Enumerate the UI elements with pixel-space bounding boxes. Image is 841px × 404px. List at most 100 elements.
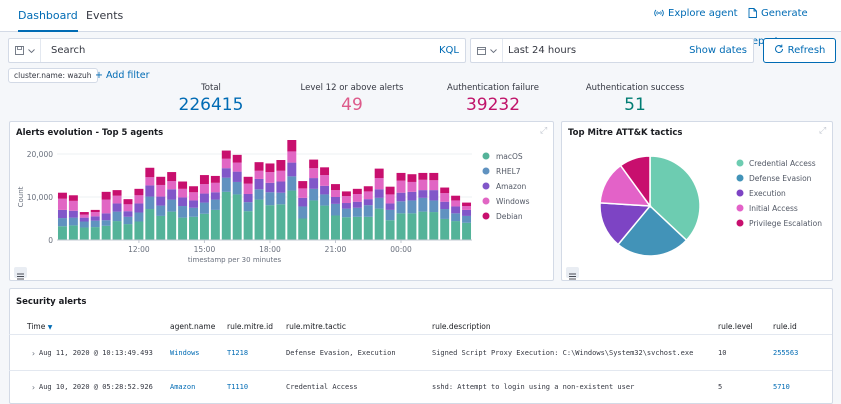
bar-segment-windows[interactable] — [112, 195, 122, 204]
bar-segment-rhel7[interactable] — [112, 211, 122, 222]
bar-segment-amazon[interactable] — [374, 189, 384, 198]
bar-segment-macos[interactable] — [134, 221, 144, 240]
bar-segment-amazon[interactable] — [112, 203, 122, 212]
bar-segment-macos[interactable] — [331, 215, 340, 240]
column-header-mitre-id[interactable]: rule.mitre.id — [227, 322, 274, 331]
metric-value[interactable]: 226415 — [178, 95, 244, 115]
bar-segment-windows[interactable] — [287, 151, 297, 163]
cell-mitre-id[interactable]: T1110 — [227, 383, 249, 391]
bar-segment-macos[interactable] — [287, 190, 297, 240]
bar-segment-windows[interactable] — [123, 204, 133, 212]
bar-segment-windows[interactable] — [309, 168, 319, 179]
legend-label[interactable]: Credential Access — [749, 159, 816, 168]
metric-value[interactable]: 49 — [341, 95, 363, 115]
bar-segment-rhel7[interactable] — [265, 192, 275, 206]
bar-segment-windows[interactable] — [156, 184, 166, 197]
filter-pill[interactable]: cluster.name: wazuh — [8, 68, 98, 83]
bar-segment-debian[interactable] — [90, 209, 100, 213]
bar-segment-macos[interactable] — [462, 222, 472, 240]
bar-segment-debian[interactable] — [101, 191, 111, 200]
legend-label[interactable]: macOS — [496, 152, 523, 161]
bar-segment-amazon[interactable] — [320, 185, 330, 195]
bar-segment-amazon[interactable] — [352, 201, 362, 208]
bar-segment-windows[interactable] — [418, 179, 428, 191]
bar-segment-macos[interactable] — [112, 221, 122, 240]
bar-segment-debian[interactable] — [451, 195, 461, 201]
bar-segment-debian[interactable] — [112, 190, 122, 196]
bar-segment-windows[interactable] — [320, 175, 330, 186]
pie-slice[interactable] — [617, 204, 688, 257]
bar-segment-amazon[interactable] — [363, 199, 373, 206]
bar-segment-debian[interactable] — [123, 199, 133, 205]
bar-segment-macos[interactable] — [210, 209, 220, 240]
list-icon[interactable] — [566, 267, 579, 280]
bar-segment-amazon[interactable] — [254, 178, 264, 190]
bar-segment-amazon[interactable] — [287, 162, 297, 177]
bar-segment-amazon[interactable] — [407, 191, 417, 201]
bar-segment-macos[interactable] — [374, 208, 384, 240]
bar-segment-windows[interactable] — [451, 200, 461, 207]
bar-segment-amazon[interactable] — [68, 210, 78, 218]
bar-segment-rhel7[interactable] — [189, 207, 198, 217]
bar-segment-rhel7[interactable] — [156, 205, 166, 216]
bar-segment-amazon[interactable] — [341, 203, 351, 209]
bar-segment-amazon[interactable] — [232, 171, 242, 182]
bar-segment-rhel7[interactable] — [210, 199, 220, 210]
bar-segment-debian[interactable] — [68, 195, 78, 201]
expand-row-icon[interactable]: › — [31, 383, 36, 392]
bar-segment-macos[interactable] — [145, 209, 155, 240]
legend-label[interactable]: Execution — [749, 189, 786, 198]
bar-segment-amazon[interactable] — [156, 196, 166, 206]
tab-dashboard[interactable]: Dashboard — [18, 0, 78, 32]
bar-segment-amazon[interactable] — [221, 168, 231, 178]
bar-segment-debian[interactable] — [167, 172, 177, 182]
bar-segment-windows[interactable] — [341, 196, 351, 204]
bar-segment-amazon[interactable] — [396, 192, 406, 202]
bar-segment-debian[interactable] — [407, 174, 417, 182]
bar-segment-rhel7[interactable] — [79, 221, 89, 228]
bar-segment-rhel7[interactable] — [418, 197, 428, 212]
bar-segment-windows[interactable] — [199, 184, 209, 194]
bar-segment-amazon[interactable] — [145, 185, 155, 197]
pie-slice[interactable] — [649, 155, 701, 242]
bar-segment-rhel7[interactable] — [57, 218, 67, 227]
bar-segment-macos[interactable] — [407, 213, 417, 240]
bar-segment-rhel7[interactable] — [331, 203, 340, 216]
bar-segment-debian[interactable] — [134, 188, 144, 196]
bar-segment-amazon[interactable] — [276, 181, 286, 193]
bar-segment-windows[interactable] — [331, 190, 340, 197]
bar-segment-debian[interactable] — [221, 150, 231, 159]
bar-segment-rhel7[interactable] — [341, 208, 351, 218]
bar-segment-rhel7[interactable] — [243, 202, 253, 212]
bar-segment-rhel7[interactable] — [363, 205, 373, 217]
bar-segment-debian[interactable] — [178, 181, 188, 189]
bar-segment-macos[interactable] — [101, 225, 111, 240]
bar-segment-windows[interactable] — [298, 188, 308, 198]
bar-segment-rhel7[interactable] — [385, 209, 395, 221]
bar-segment-rhel7[interactable] — [178, 206, 188, 218]
bar-segment-amazon[interactable] — [298, 197, 308, 207]
bar-segment-macos[interactable] — [429, 212, 439, 240]
bar-segment-debian[interactable] — [462, 202, 472, 207]
bar-segment-rhel7[interactable] — [309, 188, 319, 201]
bar-segment-macos[interactable] — [254, 199, 264, 240]
bar-segment-rhel7[interactable] — [429, 200, 439, 213]
bar-segment-rhel7[interactable] — [298, 206, 308, 219]
legend-label[interactable]: Initial Access — [749, 204, 798, 213]
bar-segment-windows[interactable] — [79, 214, 89, 218]
bar-segment-amazon[interactable] — [178, 197, 188, 207]
metric-value[interactable]: 51 — [624, 95, 646, 115]
bar-segment-macos[interactable] — [309, 200, 319, 240]
bar-segment-debian[interactable] — [363, 186, 373, 192]
bar-segment-windows[interactable] — [178, 188, 188, 198]
bar-segment-amazon[interactable] — [90, 216, 100, 221]
bar-segment-windows[interactable] — [68, 200, 78, 211]
quick-date-menu[interactable] — [471, 39, 503, 62]
bar-segment-debian[interactable] — [341, 191, 351, 197]
bar-segment-debian[interactable] — [374, 168, 384, 179]
bar-segment-macos[interactable] — [199, 213, 209, 240]
bar-segment-macos[interactable] — [243, 211, 253, 240]
bar-segment-windows[interactable] — [407, 181, 417, 192]
bar-segment-windows[interactable] — [385, 194, 395, 204]
bar-segment-macos[interactable] — [363, 216, 373, 240]
